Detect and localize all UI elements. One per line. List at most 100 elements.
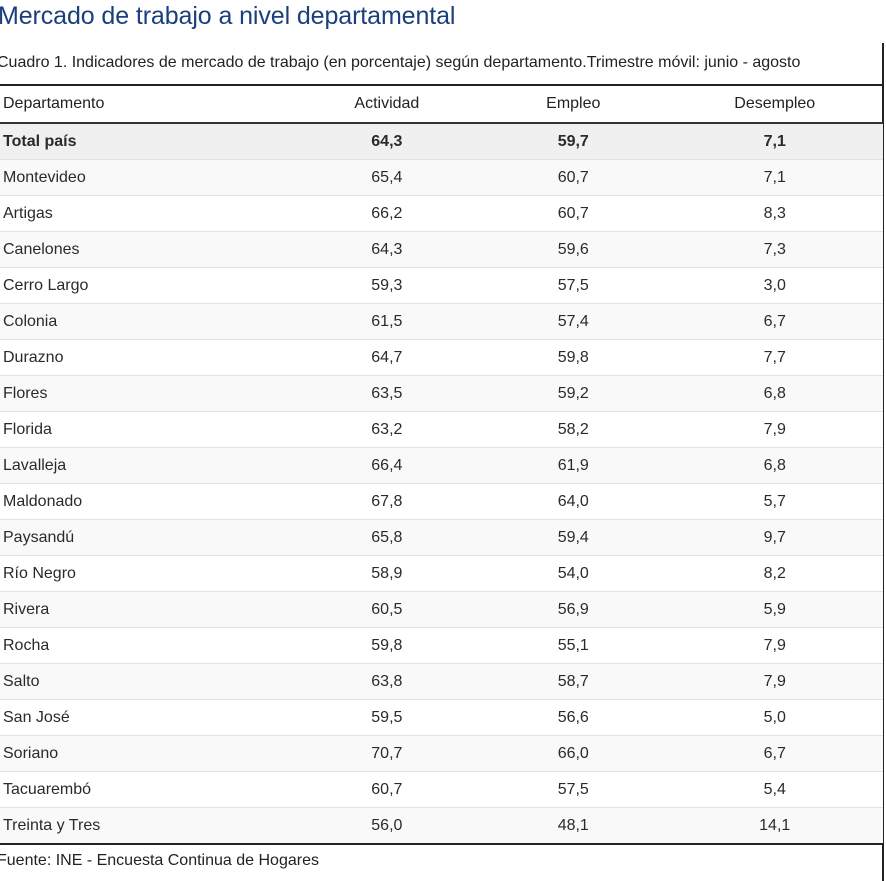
- cell-desempleo: 7,9: [666, 411, 883, 448]
- cell-empleo: 54,0: [480, 555, 667, 592]
- cell-empleo: 59,7: [480, 123, 667, 160]
- table-body: Total país 64,3 59,7 7,1 Montevideo 65,4 60,7 7…: [0, 123, 883, 845]
- table-row: Canelones 64,3 59,6 7,3: [0, 231, 883, 268]
- cell-departamento: Florida: [0, 411, 294, 448]
- cell-departamento: Río Negro: [0, 555, 294, 592]
- cell-desempleo: 5,4: [666, 771, 883, 808]
- table-row: Cerro Largo 59,3 57,5 3,0: [0, 267, 883, 304]
- header-departamento: Departamento: [3, 95, 105, 112]
- cell-actividad: 59,3: [293, 267, 481, 304]
- cell-actividad: 65,8: [293, 519, 481, 556]
- table-row: Paysandú 65,8 59,4 9,7: [0, 519, 883, 556]
- cell-desempleo: 3,0: [666, 267, 883, 304]
- cell-actividad: 66,2: [293, 195, 481, 232]
- cell-actividad: 59,8: [293, 627, 481, 664]
- cell-empleo: 59,4: [480, 519, 667, 556]
- cell-actividad: 60,5: [293, 591, 481, 628]
- cell-departamento: Lavalleja: [0, 447, 294, 484]
- cell-departamento: Total país: [0, 123, 294, 160]
- cell-departamento: San José: [0, 699, 294, 736]
- cell-empleo: 58,7: [480, 663, 667, 700]
- table-row: San José 59,5 56,6 5,0: [0, 699, 883, 736]
- table-row: Colonia 61,5 57,4 6,7: [0, 303, 883, 340]
- table-header-row: Departamento Actividad Empleo Desempleo: [0, 85, 883, 123]
- cell-empleo: 59,8: [480, 339, 667, 376]
- cell-empleo: 57,5: [480, 771, 667, 808]
- cell-empleo: 58,2: [480, 411, 667, 448]
- cell-actividad: 64,3: [293, 123, 481, 160]
- table-row: Montevideo 65,4 60,7 7,1: [0, 159, 883, 196]
- labor-market-table: Departamento Actividad Empleo Desempleo …: [0, 84, 883, 845]
- cell-desempleo: 7,1: [666, 123, 883, 160]
- cell-actividad: 66,4: [293, 447, 481, 484]
- table-row: Rivera 60,5 56,9 5,9: [0, 591, 883, 628]
- cell-actividad: 59,5: [293, 699, 481, 736]
- cell-desempleo: 6,8: [666, 375, 883, 412]
- cell-desempleo: 6,7: [666, 735, 883, 772]
- cell-departamento: Canelones: [0, 231, 294, 268]
- cell-empleo: 59,2: [480, 375, 667, 412]
- table-row: Florida 63,2 58,2 7,9: [0, 411, 883, 448]
- cell-departamento: Soriano: [0, 735, 294, 772]
- cell-actividad: 56,0: [293, 807, 481, 845]
- cell-empleo: 60,7: [480, 159, 667, 196]
- cell-desempleo: 7,9: [666, 663, 883, 700]
- cell-empleo: 57,5: [480, 267, 667, 304]
- page-title: Mercado de trabajo a nivel departamental: [0, 2, 456, 30]
- cell-actividad: 65,4: [293, 159, 481, 196]
- cell-actividad: 60,7: [293, 771, 481, 808]
- header-actividad: Actividad: [354, 95, 420, 112]
- table-row: Maldonado 67,8 64,0 5,7: [0, 483, 883, 520]
- cell-actividad: 61,5: [293, 303, 481, 340]
- header-empleo: Empleo: [546, 95, 601, 112]
- cell-empleo: 61,9: [480, 447, 667, 484]
- right-border-rule: [882, 43, 884, 881]
- cell-desempleo: 8,2: [666, 555, 883, 592]
- source-note: Fuente: INE - Encuesta Continua de Hogar…: [0, 852, 319, 869]
- cell-departamento: Montevideo: [0, 159, 294, 196]
- table-row: Rocha 59,8 55,1 7,9: [0, 627, 883, 664]
- table-row: Treinta y Tres 56,0 48,1 14,1: [0, 807, 883, 845]
- table-row: Durazno 64,7 59,8 7,7: [0, 339, 883, 376]
- cell-departamento: Rivera: [0, 591, 294, 628]
- cell-desempleo: 8,3: [666, 195, 883, 232]
- cell-actividad: 64,7: [293, 339, 481, 376]
- cell-empleo: 57,4: [480, 303, 667, 340]
- cell-desempleo: 6,8: [666, 447, 883, 484]
- cell-desempleo: 9,7: [666, 519, 883, 556]
- cell-departamento: Rocha: [0, 627, 294, 664]
- cell-desempleo: 7,7: [666, 339, 883, 376]
- cell-actividad: 70,7: [293, 735, 481, 772]
- cell-empleo: 48,1: [480, 807, 667, 845]
- cell-departamento: Treinta y Tres: [0, 807, 294, 845]
- table-row: Salto 63,8 58,7 7,9: [0, 663, 883, 700]
- header-desempleo: Desempleo: [734, 95, 816, 112]
- table-row: Tacuarembó 60,7 57,5 5,4: [0, 771, 883, 808]
- cell-actividad: 64,3: [293, 231, 481, 268]
- cell-desempleo: 14,1: [666, 807, 883, 845]
- table-row: Soriano 70,7 66,0 6,7: [0, 735, 883, 772]
- cell-departamento: Salto: [0, 663, 294, 700]
- cell-desempleo: 6,7: [666, 303, 883, 340]
- cell-empleo: 60,7: [480, 195, 667, 232]
- cell-empleo: 56,6: [480, 699, 667, 736]
- table-row: Artigas 66,2 60,7 8,3: [0, 195, 883, 232]
- cell-actividad: 58,9: [293, 555, 481, 592]
- cell-desempleo: 7,9: [666, 627, 883, 664]
- cell-desempleo: 7,3: [666, 231, 883, 268]
- cell-departamento: Artigas: [0, 195, 294, 232]
- cell-desempleo: 7,1: [666, 159, 883, 196]
- cell-departamento: Durazno: [0, 339, 294, 376]
- cell-actividad: 63,2: [293, 411, 481, 448]
- cell-actividad: 63,5: [293, 375, 481, 412]
- cell-actividad: 67,8: [293, 483, 481, 520]
- cell-empleo: 55,1: [480, 627, 667, 664]
- table-row: Río Negro 58,9 54,0 8,2: [0, 555, 883, 592]
- table-row: Flores 63,5 59,2 6,8: [0, 375, 883, 412]
- cell-departamento: Cerro Largo: [0, 267, 294, 304]
- cell-desempleo: 5,9: [666, 591, 883, 628]
- cell-desempleo: 5,7: [666, 483, 883, 520]
- table-row: Lavalleja 66,4 61,9 6,8: [0, 447, 883, 484]
- cell-empleo: 66,0: [480, 735, 667, 772]
- table-row-total: Total país 64,3 59,7 7,1: [0, 123, 883, 160]
